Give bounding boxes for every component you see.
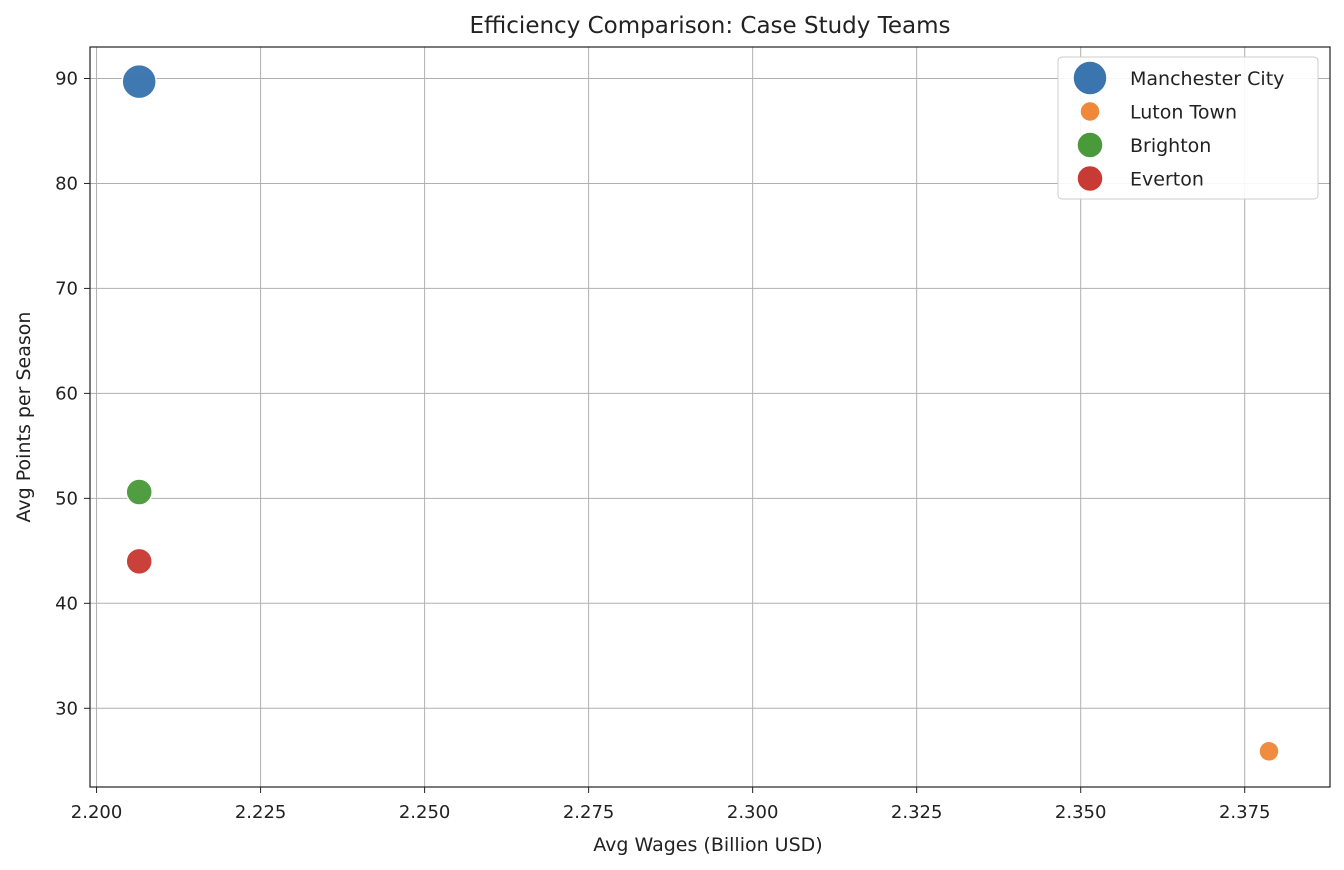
y-tick-label: 50 bbox=[55, 488, 78, 509]
chart-title: Efficiency Comparison: Case Study Teams bbox=[470, 13, 951, 39]
y-tick-label: 80 bbox=[55, 173, 78, 194]
y-tick-label: 70 bbox=[55, 278, 78, 299]
x-tick-label: 2.325 bbox=[891, 802, 943, 823]
y-tick-label: 90 bbox=[55, 68, 78, 89]
legend-marker-luton-town bbox=[1079, 100, 1101, 123]
legend-label-manchester-city: Manchester City bbox=[1130, 68, 1284, 90]
legend-marker-everton bbox=[1076, 164, 1104, 193]
y-axis-ticks: 30 40 50 60 70 80 90 bbox=[55, 68, 90, 719]
plot-area-frame bbox=[89, 46, 1331, 788]
data-point-manchester-city bbox=[121, 63, 157, 100]
y-tick-label: 30 bbox=[55, 698, 78, 719]
data-point-everton bbox=[125, 547, 153, 576]
x-tick-label: 2.300 bbox=[727, 802, 779, 823]
x-tick-label: 2.200 bbox=[71, 802, 123, 823]
x-axis-label: Avg Wages (Billion USD) bbox=[593, 834, 822, 856]
legend-label-brighton: Brighton bbox=[1130, 135, 1211, 157]
x-tick-label: 2.275 bbox=[563, 802, 615, 823]
x-tick-label: 2.225 bbox=[235, 802, 287, 823]
x-tick-label: 2.250 bbox=[399, 802, 451, 823]
y-tick-label: 60 bbox=[55, 383, 78, 404]
legend-marker-manchester-city bbox=[1072, 60, 1108, 96]
y-axis-label: Avg Points per Season bbox=[13, 312, 35, 523]
x-tick-label: 2.350 bbox=[1055, 802, 1107, 823]
legend: Manchester City Luton Town Brighton Everton bbox=[1057, 56, 1319, 200]
legend-label-everton: Everton bbox=[1130, 169, 1204, 191]
legend-box bbox=[1057, 56, 1319, 200]
legend-label-luton-town: Luton Town bbox=[1130, 102, 1237, 124]
data-point-luton-town bbox=[1258, 740, 1280, 763]
data-points bbox=[121, 63, 1280, 763]
x-tick-label: 2.375 bbox=[1219, 802, 1271, 823]
y-tick-label: 40 bbox=[55, 593, 78, 614]
x-axis-ticks: 2.200 2.225 2.250 2.275 2.300 2.325 2.350 2.375 bbox=[71, 787, 1271, 823]
legend-marker-brighton bbox=[1076, 131, 1104, 159]
data-point-brighton bbox=[125, 478, 153, 506]
